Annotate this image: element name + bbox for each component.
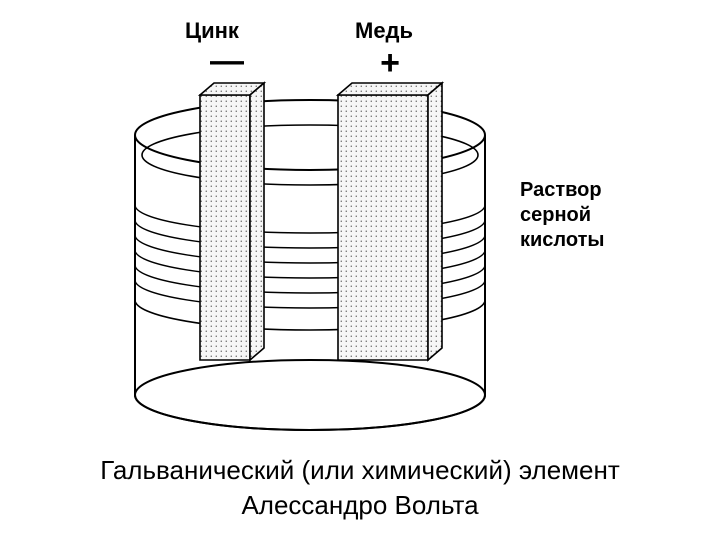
- cylinder-bottom-front-arc: [135, 395, 485, 430]
- zinc-electrode: [200, 83, 264, 360]
- zinc-label: Цинк: [185, 18, 239, 44]
- acid-label-line2: серной: [520, 203, 604, 228]
- minus-sign: —: [210, 42, 240, 81]
- acid-label-line3: кислоты: [520, 228, 604, 253]
- caption-line2: Алессандро Вольта: [0, 490, 720, 521]
- copper-electrode: [338, 83, 442, 360]
- plus-sign: +: [375, 44, 405, 83]
- copper-label: Медь: [355, 18, 413, 44]
- caption-line1: Гальванический (или химический) элемент: [0, 455, 720, 486]
- diagram-stage: Цинк Медь — + Раствор серной кислоты Гал…: [0, 0, 720, 540]
- acid-label: Раствор серной кислоты: [520, 178, 604, 253]
- acid-label-line1: Раствор: [520, 178, 604, 203]
